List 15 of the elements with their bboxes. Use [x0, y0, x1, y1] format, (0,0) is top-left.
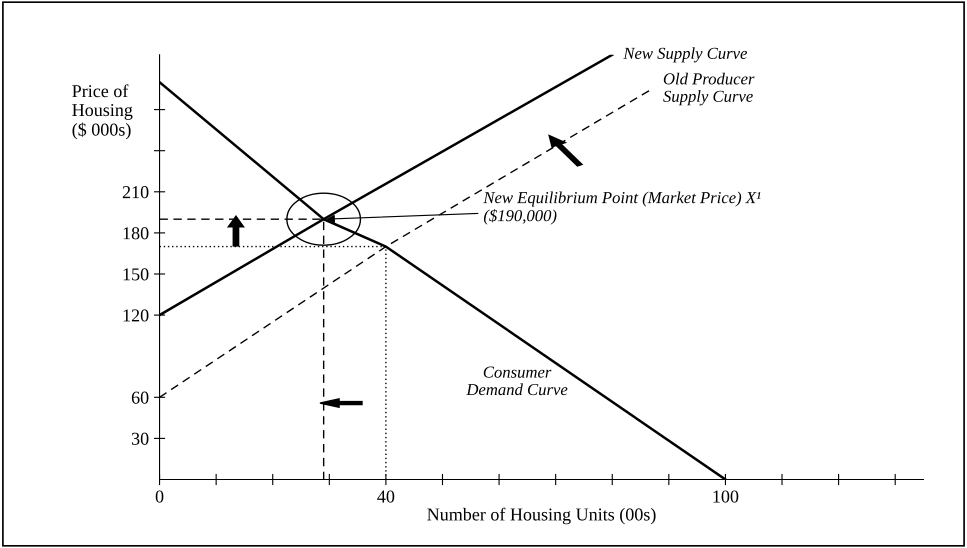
x-tick-label: 0 — [156, 490, 164, 503]
y-tick-label: 210 — [122, 186, 148, 198]
series-label: Consumer Demand Curve — [466, 366, 568, 396]
y-tick-label: 180 — [124, 227, 148, 240]
y-tick-label: 120 — [124, 309, 148, 322]
annotation: New Equilibrium Point (Market Price) X¹ ($190,000) — [483, 192, 761, 225]
y-tick-label: 150 — [124, 268, 148, 280]
y-tick-label: 30 — [132, 432, 148, 445]
series-label: Old Producer Supply Curve — [663, 72, 755, 106]
y-axis-title: Price of Housing ($ 000s) — [72, 84, 133, 140]
series-label: New Supply Curve — [623, 47, 748, 62]
y-tick-label: 60 — [132, 392, 148, 404]
x-tick-label: 40 — [377, 490, 394, 503]
x-tick-label: 100 — [713, 490, 738, 503]
x-axis-title: Number of Housing Units (00s) — [427, 508, 656, 524]
